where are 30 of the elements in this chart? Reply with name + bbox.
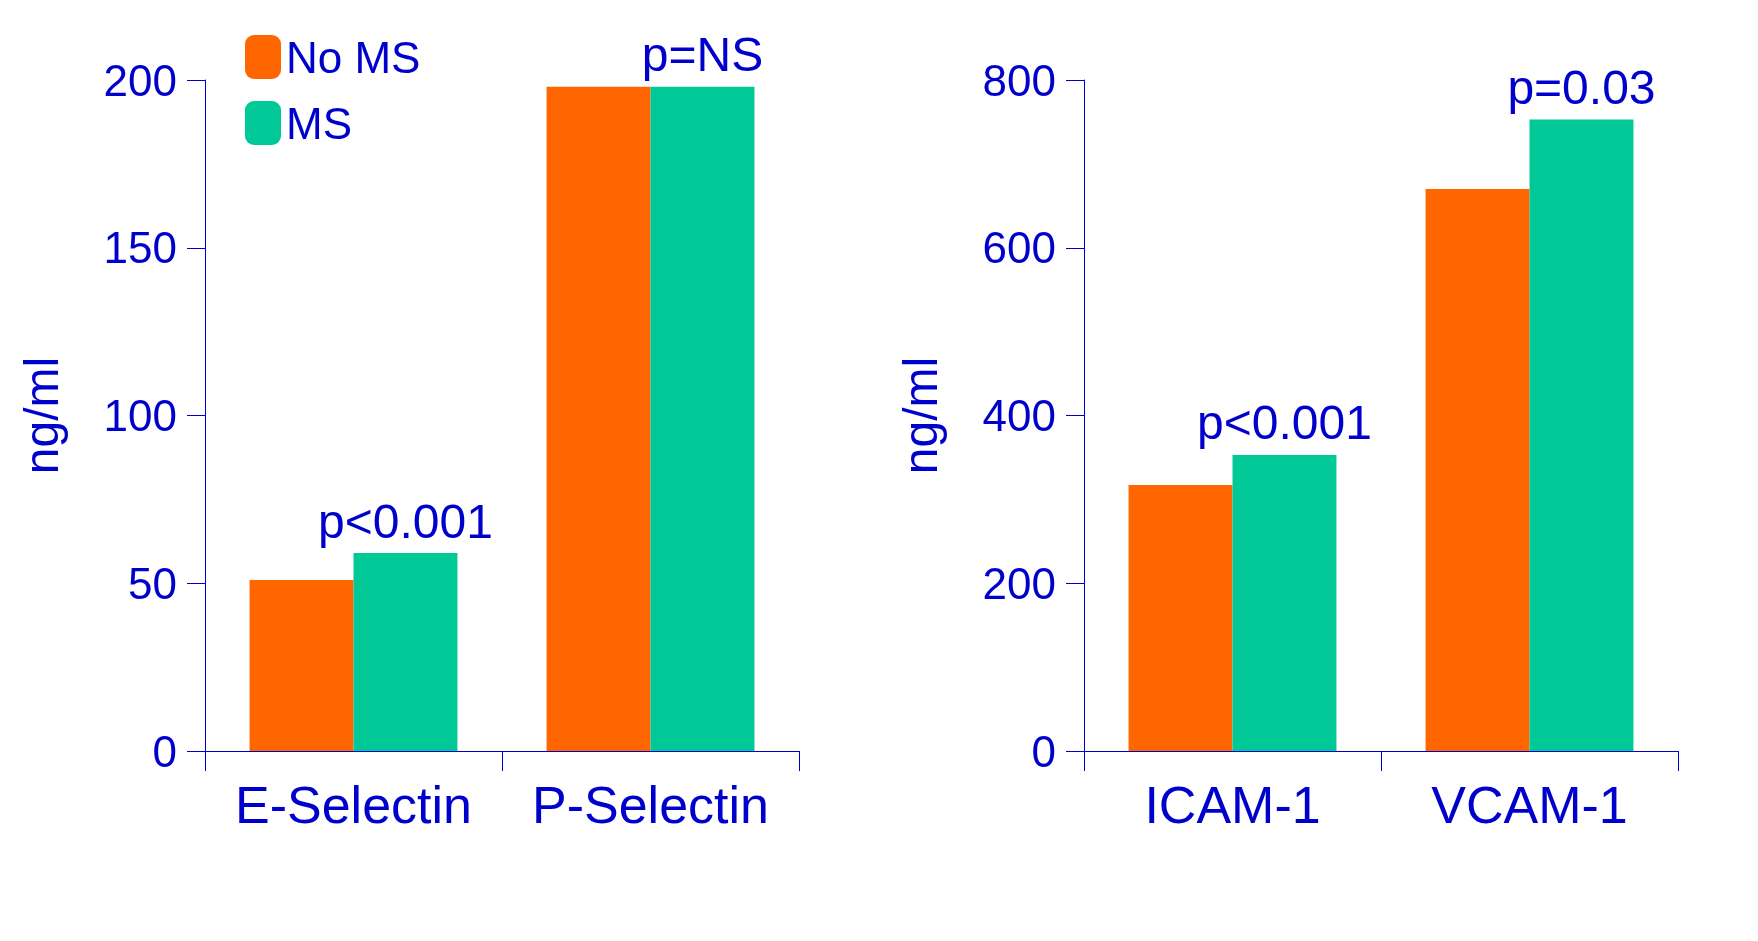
y-tick-label: 600 <box>982 223 1056 273</box>
x-tick-label: P-Selectin <box>532 776 769 834</box>
y-tick-label: 50 <box>128 558 177 608</box>
legend-label: MS <box>286 98 352 148</box>
y-tick-label: 200 <box>103 55 177 105</box>
legend-label: No MS <box>286 32 421 82</box>
y-tick-label: 0 <box>152 726 177 776</box>
bar <box>1529 119 1634 751</box>
annotation: p<0.001 <box>318 494 493 548</box>
annotation: p=NS <box>641 28 764 82</box>
x-tick-label: ICAM-1 <box>1144 776 1321 834</box>
y-tick-label: 800 <box>982 55 1056 105</box>
y-tick-label: 400 <box>982 391 1056 440</box>
annotation: p=0.03 <box>1507 60 1656 114</box>
y-axis-title: ng/ml <box>14 356 68 475</box>
y-axis-title: ng/ml <box>893 356 947 475</box>
x-tick-label: VCAM-1 <box>1431 776 1628 834</box>
x-tick-label: E-Selectin <box>235 776 472 834</box>
annotation: p<0.001 <box>1197 396 1372 450</box>
y-tick-label: 100 <box>103 391 177 440</box>
bar <box>353 553 458 751</box>
bar <box>650 86 755 751</box>
bar <box>249 579 354 751</box>
bar <box>546 86 651 751</box>
y-tick-label: 0 <box>1031 726 1056 776</box>
bar <box>1232 454 1337 751</box>
bar <box>1425 189 1530 751</box>
y-tick-label: 200 <box>982 558 1056 608</box>
y-tick-label: 150 <box>103 223 177 273</box>
bar <box>1128 485 1233 751</box>
